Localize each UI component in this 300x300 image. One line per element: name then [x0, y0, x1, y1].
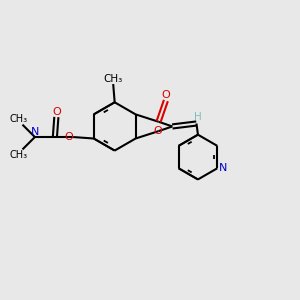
Text: H: H — [194, 112, 202, 122]
Text: CH₃: CH₃ — [103, 74, 123, 84]
Text: CH₃: CH₃ — [10, 150, 28, 160]
Text: O: O — [153, 126, 162, 136]
Text: O: O — [161, 90, 170, 100]
Text: O: O — [52, 107, 61, 117]
Text: N: N — [218, 163, 227, 173]
Text: O: O — [64, 132, 73, 142]
Text: CH₃: CH₃ — [10, 114, 28, 124]
Text: N: N — [31, 127, 39, 137]
